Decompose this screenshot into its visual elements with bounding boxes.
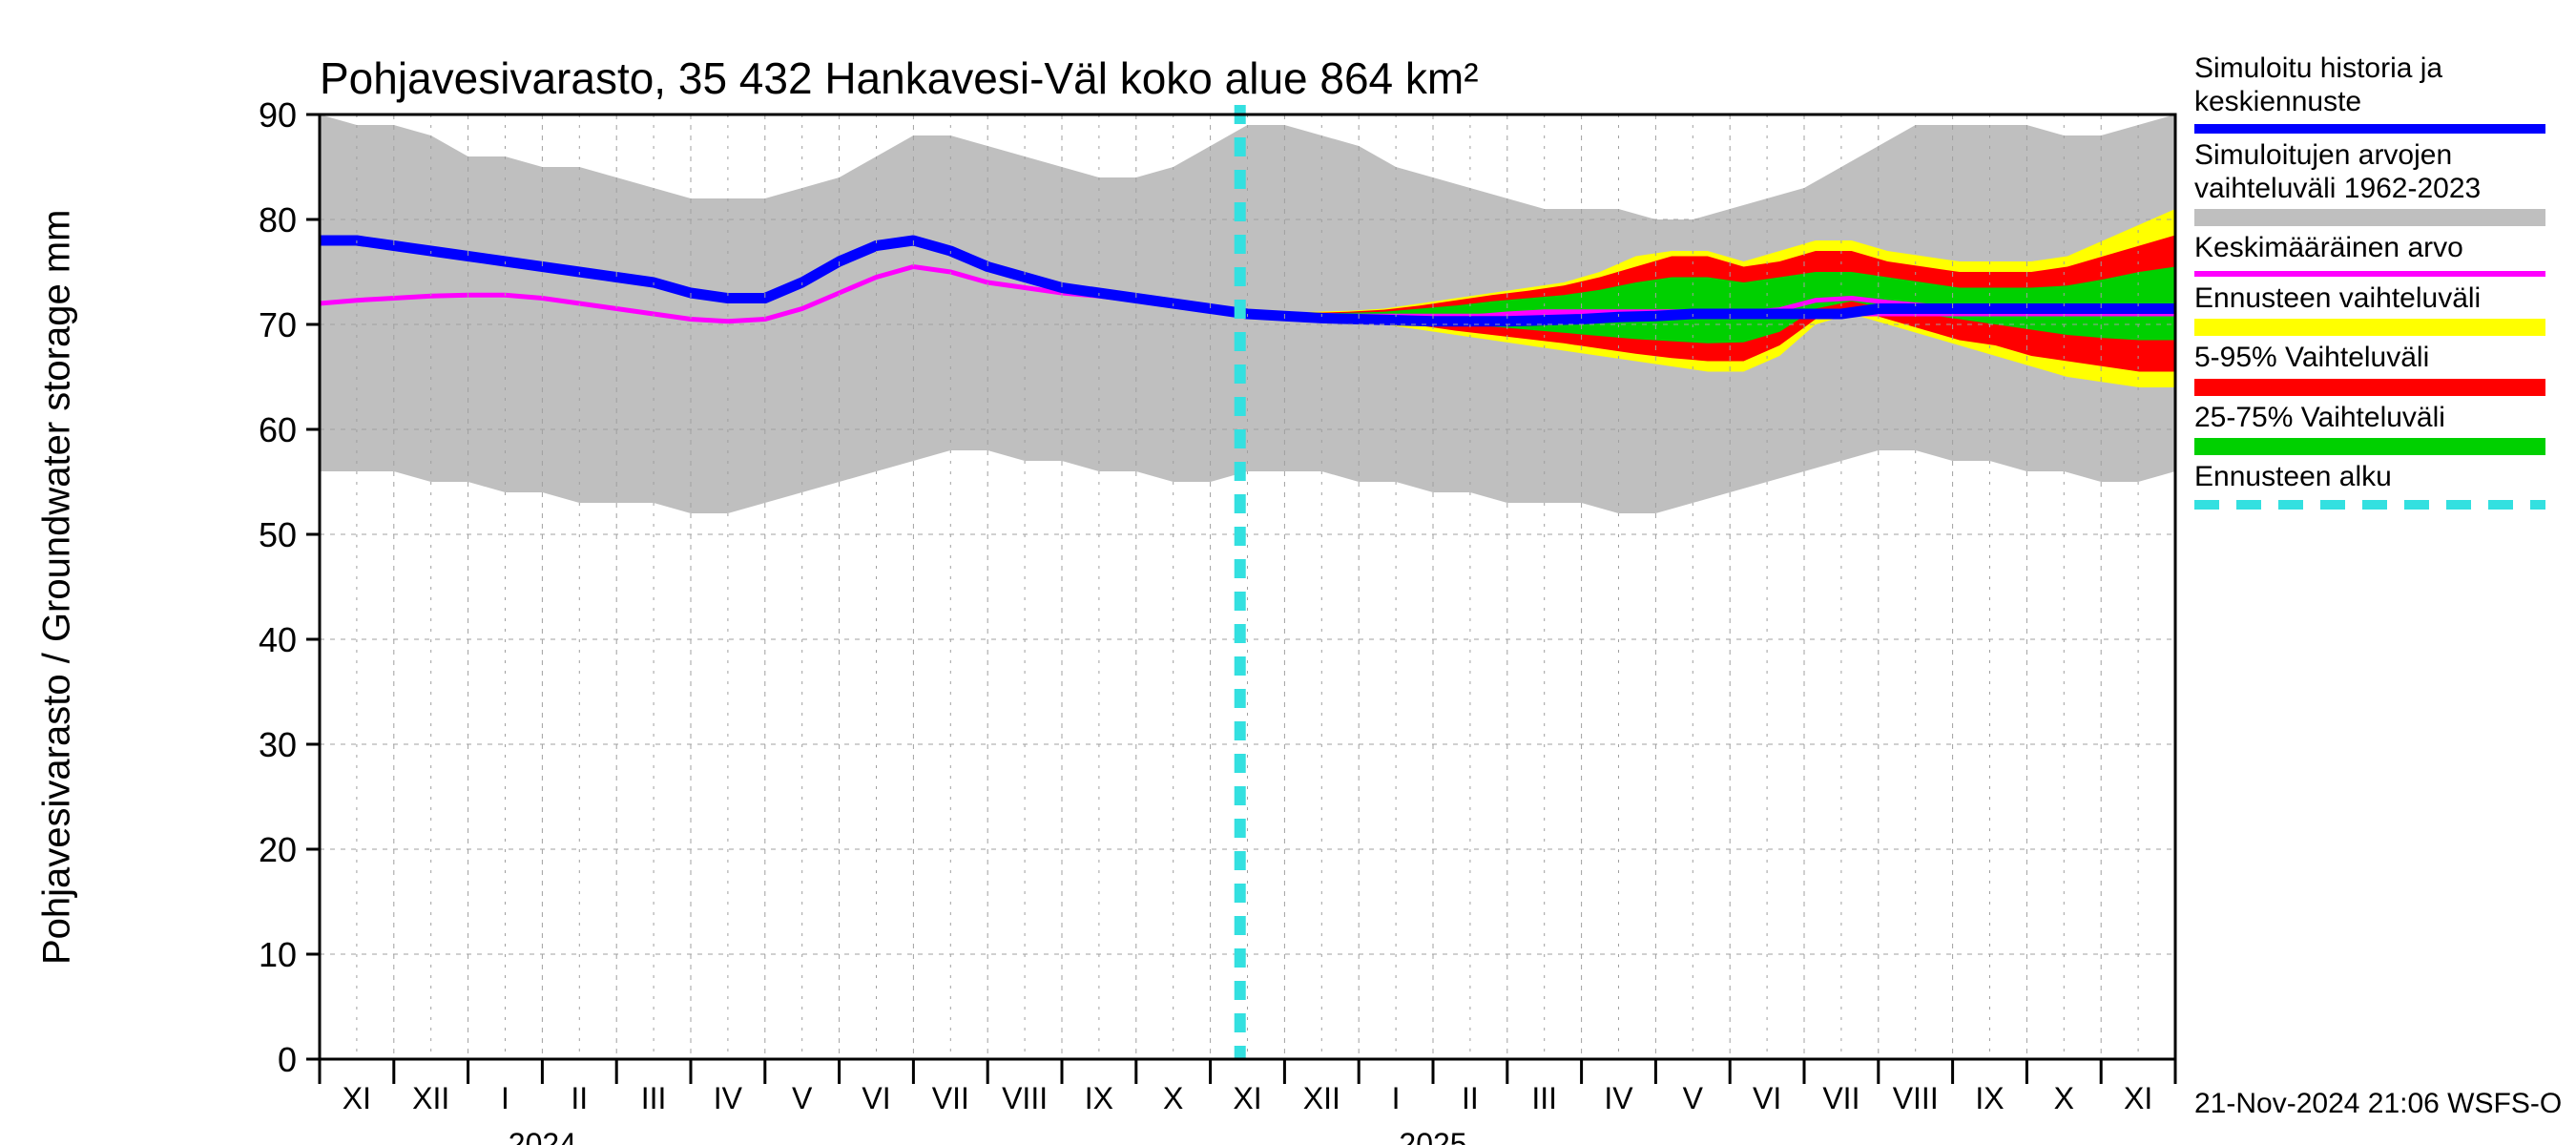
legend-item: Keskimääräinen arvo [2194, 232, 2545, 277]
x-tick-label: IV [714, 1081, 743, 1115]
x-tick-label: III [641, 1081, 667, 1115]
legend-item: Ennusteen vaihteluväli [2194, 282, 2545, 337]
y-tick-label: 80 [259, 200, 297, 239]
legend-swatch [2194, 500, 2545, 510]
legend-item: 5-95% Vaihteluväli [2194, 342, 2545, 396]
legend-swatch [2194, 271, 2545, 277]
x-tick-label: XII [412, 1081, 449, 1115]
x-tick-label: IX [1085, 1081, 1113, 1115]
legend-label: Ennusteen alku [2194, 461, 2545, 494]
chart-title: Pohjavesivarasto, 35 432 Hankavesi-Väl k… [320, 52, 1479, 104]
legend-item: Simuloitu historia jakeskiennuste [2194, 52, 2545, 134]
x-tick-label: VII [932, 1081, 969, 1115]
x-tick-label: I [1392, 1081, 1401, 1115]
x-tick-label: V [1683, 1081, 1704, 1115]
legend-label: Keskimääräinen arvo [2194, 232, 2545, 265]
y-tick-label: 30 [259, 725, 297, 764]
x-tick-label: XI [2124, 1081, 2152, 1115]
legend-label: 5-95% Vaihteluväli [2194, 342, 2545, 375]
x-tick-label: VII [1822, 1081, 1859, 1115]
x-tick-label: III [1531, 1081, 1557, 1115]
legend-label: Ennusteen vaihteluväli [2194, 282, 2545, 316]
y-axis-label: Pohjavesivarasto / Groundwater storage m… [36, 210, 79, 965]
x-tick-label: VIII [1002, 1081, 1048, 1115]
x-tick-label: X [1163, 1081, 1183, 1115]
x-tick-label: VIII [1893, 1081, 1939, 1115]
x-tick-label: II [571, 1081, 588, 1115]
x-tick-label: VI [862, 1081, 890, 1115]
x-tick-label: V [792, 1081, 813, 1115]
y-tick-label: 50 [259, 515, 297, 554]
x-tick-label: XII [1303, 1081, 1340, 1115]
legend-swatch [2194, 124, 2545, 134]
legend-swatch [2194, 438, 2545, 455]
x-tick-label: XI [343, 1081, 371, 1115]
y-tick-label: 20 [259, 830, 297, 869]
legend-label: Simuloitu historia ja [2194, 52, 2545, 86]
x-tick-label: IV [1604, 1081, 1633, 1115]
legend-label: Simuloitujen arvojen [2194, 139, 2545, 173]
y-tick-label: 60 [259, 410, 297, 449]
y-tick-label: 70 [259, 305, 297, 344]
x-tick-label: X [2054, 1081, 2074, 1115]
legend-label: 25-75% Vaihteluväli [2194, 402, 2545, 435]
legend-label: keskiennuste [2194, 86, 2545, 119]
x-tick-label: XI [1233, 1081, 1261, 1115]
legend-label: vaihteluväli 1962-2023 [2194, 173, 2545, 206]
y-tick-label: 90 [259, 95, 297, 135]
x-tick-label: IX [1975, 1081, 2004, 1115]
legend-swatch [2194, 379, 2545, 396]
legend-swatch [2194, 319, 2545, 336]
legend-swatch [2194, 209, 2545, 226]
legend-item: Simuloitujen arvojenvaihteluväli 1962-20… [2194, 139, 2545, 226]
legend-item: Ennusteen alku [2194, 461, 2545, 510]
x-year-label: 2025 [1399, 1127, 1466, 1145]
x-tick-label: I [501, 1081, 509, 1115]
x-tick-label: II [1462, 1081, 1479, 1115]
legend-item: 25-75% Vaihteluväli [2194, 402, 2545, 456]
legend: Simuloitu historia jakeskiennusteSimuloi… [2194, 52, 2545, 515]
x-year-label: 2024 [509, 1127, 576, 1145]
x-tick-label: VI [1753, 1081, 1781, 1115]
chart-footer: 21-Nov-2024 21:06 WSFS-O [2194, 1088, 2562, 1120]
y-tick-label: 10 [259, 935, 297, 974]
y-tick-label: 0 [278, 1040, 297, 1079]
y-tick-label: 40 [259, 620, 297, 659]
